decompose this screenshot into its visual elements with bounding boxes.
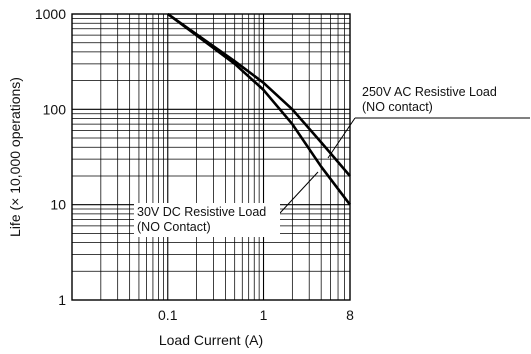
y-tick-label: 100 xyxy=(43,101,67,117)
annotation-ac-background xyxy=(359,83,525,117)
x-tick-label: 0.1 xyxy=(158,307,178,323)
annotation-dc-line: 30V DC Resistive Load xyxy=(137,205,266,219)
y-axis-label: Life (× 10,000 operations) xyxy=(7,77,23,237)
annotation-dc-background xyxy=(134,203,280,237)
y-tick-label: 1 xyxy=(58,292,66,308)
x-axis-label: Load Current (A) xyxy=(159,332,263,348)
series-line-dc xyxy=(167,12,352,206)
annotation-leaders xyxy=(279,117,530,214)
plot-frame xyxy=(71,13,351,301)
annotation-dc: 30V DC Resistive Load(NO Contact) xyxy=(134,203,280,237)
x-tick-label: 8 xyxy=(346,307,354,323)
annotation-ac: 250V AC Resistive Load(NO contact) xyxy=(359,83,525,117)
annotation-ac-line: (NO contact) xyxy=(362,100,433,114)
series-lines xyxy=(167,12,352,206)
annotation-ac-line: 250V AC Resistive Load xyxy=(362,85,497,99)
x-tick-label: 1 xyxy=(260,307,268,323)
y-tick-label: 1000 xyxy=(35,6,66,22)
leader-line-dc xyxy=(279,171,319,214)
grid xyxy=(72,14,350,300)
leader-line-ac xyxy=(327,117,356,159)
annotations: 250V AC Resistive Load(NO contact) 30V DC… xyxy=(134,83,525,237)
y-tick-label: 10 xyxy=(50,197,66,213)
annotation-dc-line: (NO Contact) xyxy=(137,220,211,234)
series-line-ac xyxy=(167,12,351,177)
tick-labels: 0.1 1 8 1 10 100 1000 xyxy=(35,6,354,323)
